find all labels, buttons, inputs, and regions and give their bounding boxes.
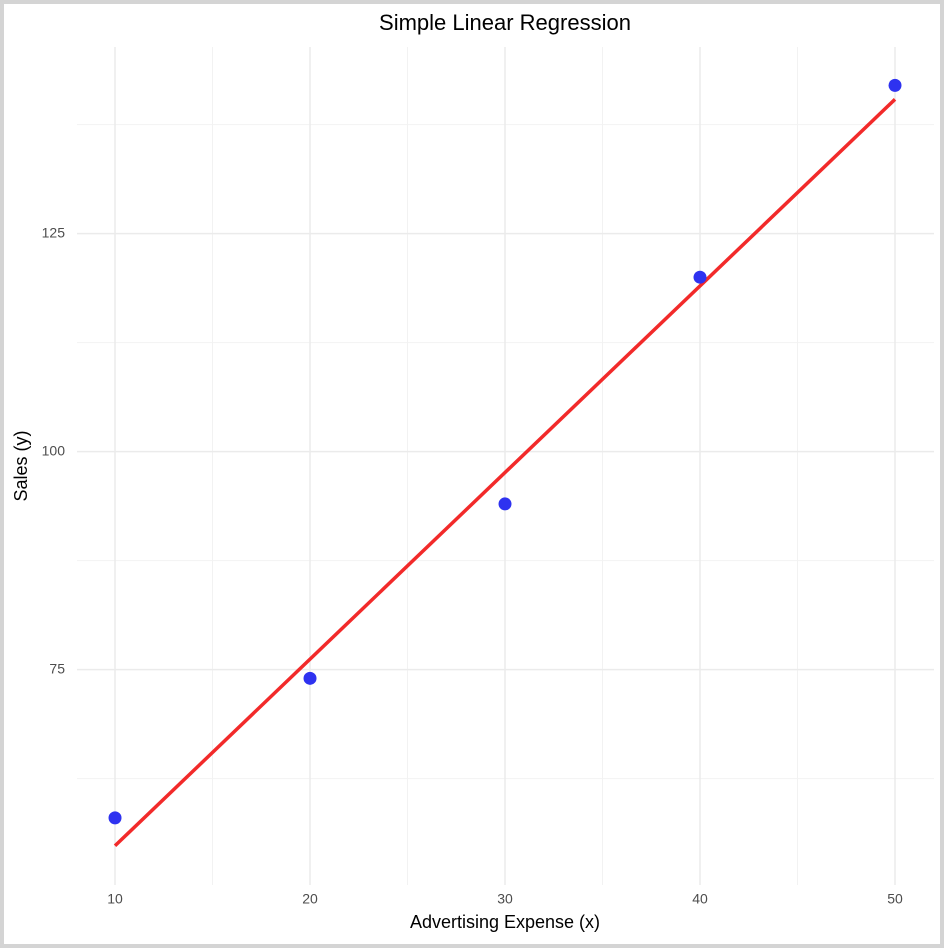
y-tick-label: 100	[42, 442, 66, 458]
x-axis-label: Advertising Expense (x)	[410, 912, 600, 932]
point	[888, 78, 902, 92]
point	[498, 497, 512, 511]
point	[693, 270, 707, 284]
point	[108, 811, 122, 825]
y-tick-label: 125	[42, 224, 66, 240]
chart-title: Simple Linear Regression	[379, 10, 631, 35]
x-tick-label: 50	[887, 891, 903, 907]
x-tick-label: 30	[497, 891, 513, 907]
x-tick-label: 20	[302, 891, 318, 907]
x-tick-label: 40	[692, 891, 708, 907]
regression-line	[113, 98, 897, 848]
x-tick-label: 10	[107, 891, 123, 907]
y-tick-label: 75	[49, 660, 65, 676]
point	[303, 671, 317, 685]
y-axis-label: Sales (y)	[11, 430, 31, 501]
